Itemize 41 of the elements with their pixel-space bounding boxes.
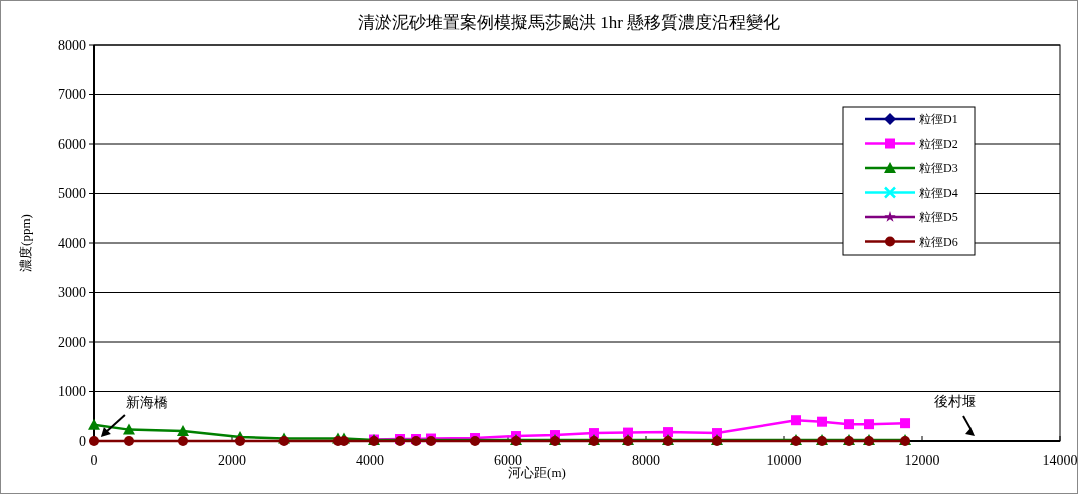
point	[123, 436, 134, 446]
x-tick-label: 8000	[632, 453, 660, 468]
x-tick-label: 4000	[356, 453, 384, 468]
x-tick-label: 0	[90, 453, 98, 468]
legend-label: 粒徑D4	[919, 185, 958, 200]
point	[900, 418, 911, 429]
x-axis-title: 河心距(m)	[508, 465, 566, 480]
point	[844, 419, 854, 430]
x-tick-label: 10000	[766, 453, 802, 468]
x-tick-label: 12000	[904, 453, 940, 468]
y-tick-label: 6000	[58, 136, 86, 152]
y-axis-title: 濃度(ppm)	[18, 214, 33, 272]
y-tick-label: 1000	[58, 384, 86, 399]
point	[177, 425, 190, 437]
point	[817, 416, 828, 427]
legend-label: 粒徑D1	[919, 112, 958, 126]
y-tick-label: 3000	[58, 285, 86, 300]
legend-label: 粒徑D6	[919, 234, 958, 249]
point	[235, 436, 245, 446]
y-tick-label: 4000	[58, 235, 86, 251]
point	[178, 436, 189, 446]
annotation: 後村堰	[934, 394, 976, 409]
x-tick-label: 2000	[218, 453, 246, 468]
point	[864, 419, 875, 430]
legend-label: 粒徑D5	[919, 210, 958, 224]
point	[663, 427, 674, 438]
y-tick-label: 2000	[58, 334, 86, 350]
y-tick-label: 0	[79, 433, 86, 449]
y-tick-label: 5000	[58, 186, 86, 201]
point	[88, 418, 100, 430]
y-tick-label: 7000	[58, 87, 86, 102]
chart-title: 清淤泥砂堆置案例模擬馬莎颱洪 1hr 懸移質濃度沿程變化	[357, 13, 781, 32]
legend-label: 粒徑D2	[919, 136, 958, 151]
legend-label: 粒徑D3	[919, 161, 958, 175]
point	[122, 423, 135, 435]
y-tick-label: 8000	[58, 37, 86, 53]
x-tick-label: 14000	[1042, 453, 1078, 468]
point	[791, 415, 802, 426]
x-tick-label: 6000	[494, 453, 522, 468]
annotation: 新海橋	[125, 395, 168, 411]
point	[279, 436, 290, 446]
